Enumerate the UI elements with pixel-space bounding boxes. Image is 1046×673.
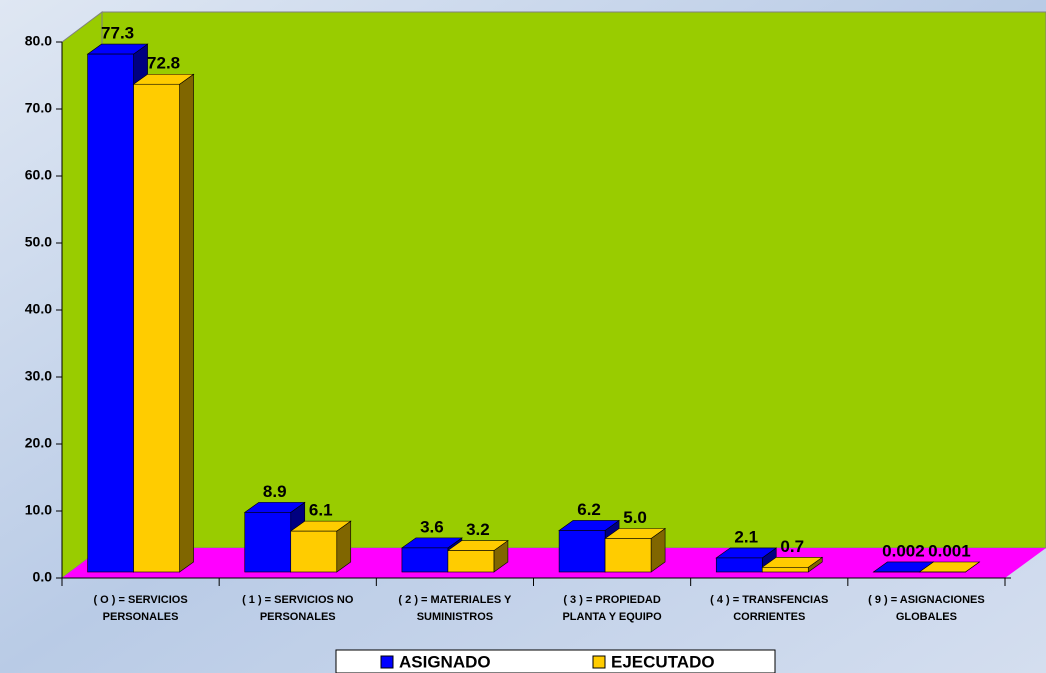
value-label: 8.9 bbox=[263, 482, 287, 501]
y-tick-label: 70.0 bbox=[25, 100, 52, 116]
bar-side bbox=[179, 73, 194, 573]
value-label: 0.002 bbox=[882, 541, 925, 560]
bar bbox=[87, 53, 134, 573]
value-label: 3.6 bbox=[420, 517, 444, 536]
bar bbox=[244, 512, 292, 573]
y-tick-label: 20.0 bbox=[25, 435, 52, 451]
value-label: 77.3 bbox=[101, 24, 134, 43]
x-tick-label: ( 3 ) = PROPIEDAD bbox=[563, 594, 661, 606]
legend-label: ASIGNADO bbox=[399, 652, 491, 671]
y-tick-label: 60.0 bbox=[25, 167, 52, 183]
x-tick-label: CORRIENTES bbox=[733, 611, 805, 623]
y-tick-label: 50.0 bbox=[25, 234, 52, 250]
y-tick-label: 0.0 bbox=[33, 569, 53, 585]
bar bbox=[447, 550, 495, 573]
value-label: 5.0 bbox=[623, 508, 647, 527]
x-tick-label: ( 4 ) = TRANSFENCIAS bbox=[710, 594, 828, 606]
x-tick-label: PERSONALES bbox=[103, 611, 179, 623]
x-tick-label: ( 2 ) = MATERIALES Y bbox=[398, 594, 512, 606]
legend bbox=[335, 649, 776, 673]
y-tick-label: 10.0 bbox=[25, 502, 52, 518]
x-tick-label: PERSONALES bbox=[260, 611, 336, 623]
x-tick-label: SUMINISTROS bbox=[417, 611, 493, 623]
legend-label: EJECUTADO bbox=[611, 652, 715, 671]
x-tick-label: ( 1 ) = SERVICIOS NO bbox=[242, 594, 354, 606]
x-tick-label: ( O ) = SERVICIOS bbox=[93, 594, 187, 606]
value-label: 2.1 bbox=[734, 527, 758, 546]
bar bbox=[133, 83, 180, 573]
x-tick-label: ( 9 ) = ASIGNACIONES bbox=[868, 594, 985, 606]
value-label: 0.001 bbox=[928, 541, 971, 560]
value-label: 6.1 bbox=[309, 501, 333, 520]
back-wall bbox=[101, 11, 1046, 549]
bar bbox=[761, 567, 809, 573]
legend-swatch bbox=[380, 655, 394, 669]
bar bbox=[401, 547, 449, 573]
x-tick-label: PLANTA Y EQUIPO bbox=[562, 611, 662, 623]
bar bbox=[604, 538, 652, 573]
value-label: 3.2 bbox=[466, 520, 490, 539]
bar bbox=[715, 557, 763, 573]
y-tick-label: 40.0 bbox=[25, 301, 52, 317]
bar bbox=[290, 530, 338, 573]
value-label: 0.7 bbox=[780, 537, 804, 556]
y-tick-label: 30.0 bbox=[25, 368, 52, 384]
y-tick-label: 80.0 bbox=[25, 33, 52, 49]
x-tick-label: GLOBALES bbox=[896, 611, 957, 623]
value-label: 72.8 bbox=[147, 54, 180, 73]
bar bbox=[558, 530, 606, 573]
legend-swatch bbox=[592, 655, 606, 669]
value-label: 6.2 bbox=[577, 500, 601, 519]
